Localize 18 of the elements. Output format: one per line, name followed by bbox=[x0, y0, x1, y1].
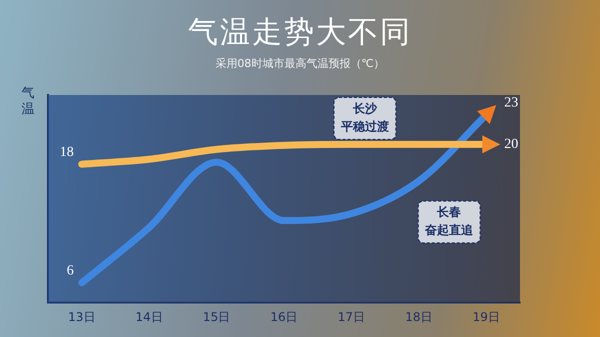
chart-subtitle: 采用08时城市最高气温预报（℃） bbox=[214, 56, 386, 71]
x-tick-label: 15日 bbox=[202, 310, 230, 324]
chart-title: 气温走势大不同 bbox=[187, 14, 413, 52]
y-axis-title: 气温 bbox=[22, 86, 34, 117]
x-tick-label: 17日 bbox=[338, 310, 366, 324]
data-label: 18 bbox=[60, 144, 74, 160]
x-tick-label: 19日 bbox=[472, 310, 500, 324]
data-label: 6 bbox=[66, 264, 74, 278]
x-tick-label: 18日 bbox=[405, 310, 432, 324]
x-tick-label: 14日 bbox=[136, 310, 163, 324]
text: 长沙 bbox=[352, 102, 378, 116]
text: 长春 bbox=[436, 205, 462, 220]
x-tick-label: 13日 bbox=[68, 310, 96, 324]
data-label: 23 bbox=[504, 95, 518, 110]
annotation: 平稳过渡 bbox=[340, 120, 389, 134]
annotation: 奋起直追 bbox=[424, 223, 474, 238]
x-tick-label: 16日 bbox=[270, 310, 298, 324]
data-label: 20 bbox=[504, 137, 518, 152]
